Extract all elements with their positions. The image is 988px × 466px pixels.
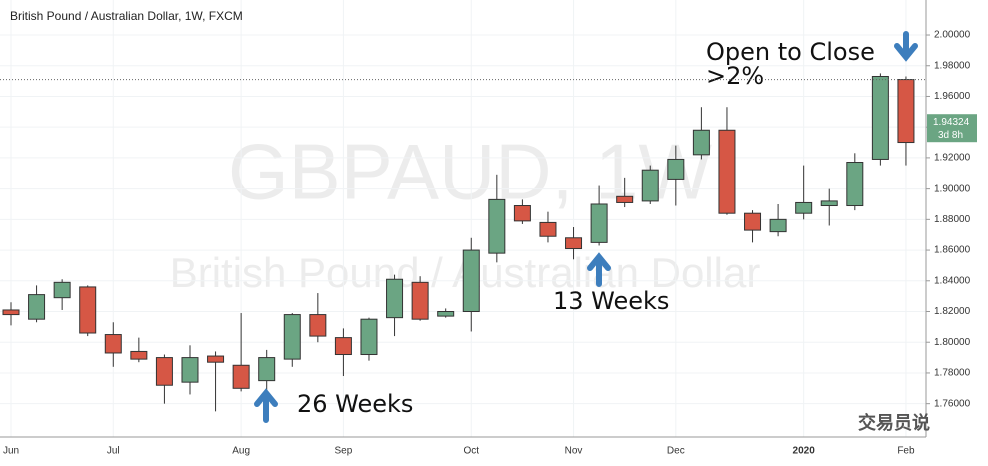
candle-body: [795, 201, 813, 214]
candle-body: [641, 169, 659, 202]
y-tick-label: 1.82000: [934, 306, 971, 317]
candle-body: [820, 200, 838, 207]
candle-body: [692, 129, 710, 156]
plot-area: [0, 0, 926, 437]
x-tick-label: Jun: [3, 446, 19, 457]
x-tick-label: Sep: [335, 446, 353, 457]
candle-body: [616, 195, 634, 203]
candle-body: [539, 221, 557, 237]
candle-body: [411, 281, 429, 320]
candle-body: [437, 311, 455, 317]
candle-body: [513, 205, 531, 222]
arrow-up: [587, 252, 611, 287]
x-tick-label: Aug: [232, 446, 250, 457]
candle-body: [462, 249, 480, 313]
y-tick-label: 1.76000: [934, 398, 971, 409]
candle-body: [309, 314, 327, 337]
chart-title: British Pound / Australian Dollar, 1W, F…: [10, 9, 243, 23]
y-tick-label: 1.88000: [934, 214, 971, 225]
candle-body: [130, 350, 148, 360]
candle-body: [28, 294, 46, 320]
candle-body: [104, 334, 122, 354]
candle-body: [334, 337, 352, 356]
y-tick-label: 1.90000: [934, 183, 971, 194]
candle-body: [360, 318, 378, 356]
candle-body: [79, 286, 97, 334]
price-label-box: [927, 114, 977, 143]
price-label: 1.94324: [933, 117, 970, 128]
candle-body: [897, 79, 915, 144]
watermark: GBPAUD, 1W: [228, 128, 712, 216]
y-tick-label: 1.92000: [934, 153, 971, 164]
x-tick-label: Dec: [667, 446, 685, 457]
x-tick-label: 2020: [793, 446, 816, 457]
y-tick-label: 1.98000: [934, 60, 971, 71]
y-tick-label: 1.84000: [934, 275, 971, 286]
arrow-down: [894, 31, 918, 62]
candle-body: [565, 237, 583, 250]
arrow-up: [254, 388, 278, 423]
candle-body: [232, 364, 250, 389]
candle-body: [283, 314, 301, 360]
x-tick-label: Jul: [107, 446, 120, 457]
candle-body: [846, 162, 864, 207]
candle-body: [718, 129, 736, 214]
y-tick-label: 2.00000: [934, 30, 971, 41]
y-tick-label: 1.86000: [934, 245, 971, 256]
candle-body: [488, 198, 506, 254]
candle-body: [744, 212, 762, 231]
candle-body: [207, 355, 225, 363]
x-tick-label: Oct: [463, 446, 479, 457]
candle-body: [53, 281, 71, 299]
annotation: >2%: [706, 62, 764, 90]
annotation: 26 Weeks: [297, 390, 413, 418]
candle-body: [181, 357, 199, 383]
candle-body: [871, 75, 889, 160]
y-tick-label: 1.78000: [934, 368, 971, 379]
candle-body: [667, 158, 685, 180]
x-tick-label: Feb: [897, 446, 915, 457]
candle-body: [2, 309, 20, 316]
candle-body: [590, 203, 608, 243]
candle-body: [769, 218, 787, 233]
x-tick-label: Nov: [565, 446, 583, 457]
y-tick-label: 1.96000: [934, 91, 971, 102]
annotation: Open to Close: [706, 38, 875, 66]
candle-body: [155, 357, 173, 386]
candle-body: [258, 357, 276, 382]
y-tick-label: 1.80000: [934, 337, 971, 348]
candle-body: [386, 278, 404, 319]
countdown: 3d 8h: [938, 130, 963, 141]
annotation: 13 Weeks: [553, 287, 669, 315]
logo-text: 交易员说: [858, 412, 930, 433]
